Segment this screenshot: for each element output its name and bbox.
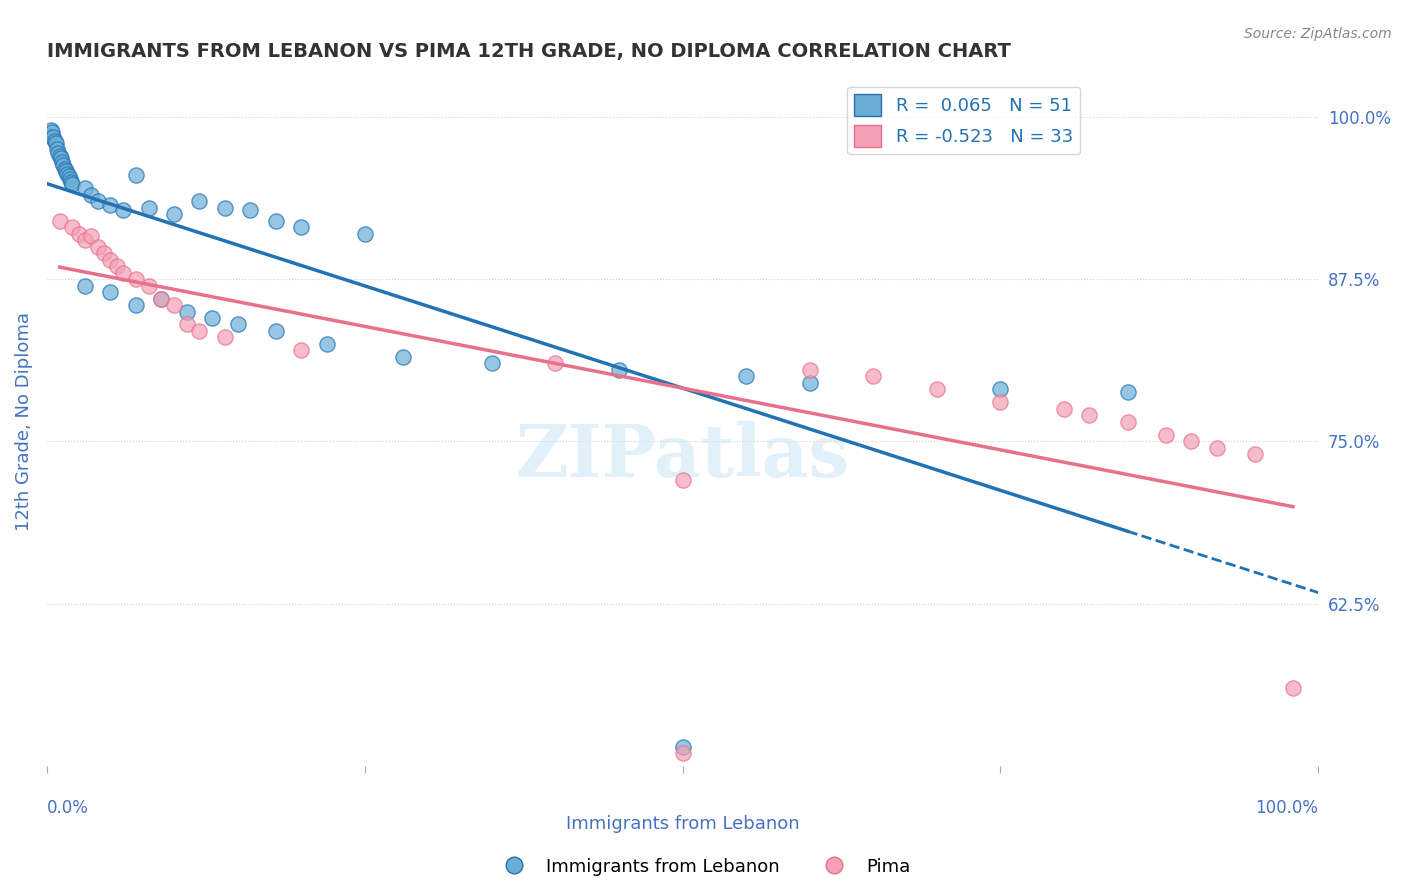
Point (214, 201, 236, 215)
Point (1078, 409, 1101, 423)
Point (925, 383, 948, 397)
Point (73, 233, 96, 247)
Point (1180, 434, 1202, 449)
Point (544, 356, 567, 370)
Point (1116, 385, 1139, 400)
Point (38, 129, 60, 144)
Point (163, 298, 186, 312)
Point (60, 175, 83, 189)
Point (58, 169, 80, 184)
Point (44, 134, 66, 148)
Point (60, 220, 83, 235)
Point (264, 213, 287, 227)
Legend: R =  0.065   N = 51, R = -0.523   N = 33: R = 0.065 N = 51, R = -0.523 N = 33 (848, 87, 1080, 154)
Point (353, 227, 375, 241)
Point (1205, 441, 1227, 455)
Point (735, 369, 758, 384)
Point (176, 318, 198, 332)
Point (53, 161, 76, 176)
Point (60, 177, 83, 191)
Point (315, 337, 337, 351)
Text: Immigrants from Lebanon: Immigrants from Lebanon (565, 814, 800, 832)
Text: IMMIGRANTS FROM LEBANON VS PIMA 12TH GRADE, NO DIPLOMA CORRELATION CHART: IMMIGRANTS FROM LEBANON VS PIMA 12TH GRA… (46, 42, 1011, 61)
Point (226, 318, 249, 332)
Legend: Immigrants from Lebanon, Pima: Immigrants from Lebanon, Pima (488, 851, 918, 883)
Point (990, 395, 1012, 409)
Point (100, 285, 122, 299)
Point (1282, 681, 1305, 696)
Text: Source: ZipAtlas.com: Source: ZipAtlas.com (1244, 27, 1392, 41)
Point (671, 474, 693, 488)
Point (290, 220, 312, 235)
Point (264, 324, 287, 338)
Point (214, 330, 236, 344)
Point (49, 151, 72, 165)
Point (799, 363, 821, 377)
Text: 100.0%: 100.0% (1256, 799, 1319, 817)
Point (41, 125, 63, 139)
Point (48, 213, 70, 227)
Point (52, 158, 75, 172)
Point (188, 194, 211, 208)
Point (93, 246, 115, 260)
Point (87, 194, 110, 208)
Point (48, 148, 70, 162)
Point (188, 324, 211, 338)
Point (671, 739, 693, 754)
Point (80, 187, 103, 202)
Point (1154, 428, 1177, 442)
Point (799, 376, 821, 390)
Point (125, 272, 148, 286)
Point (125, 168, 148, 182)
Point (239, 203, 262, 218)
Point (150, 292, 173, 306)
Point (607, 363, 630, 377)
Point (59, 172, 82, 186)
Point (290, 343, 312, 358)
Point (73, 181, 96, 195)
Point (112, 266, 135, 280)
Y-axis label: 12th Grade, No Diploma: 12th Grade, No Diploma (15, 312, 32, 532)
Text: 0.0%: 0.0% (46, 799, 89, 817)
Point (125, 298, 148, 312)
Point (990, 383, 1012, 397)
Point (392, 350, 415, 364)
Point (112, 203, 135, 218)
Point (87, 239, 110, 253)
Point (862, 369, 884, 384)
Point (39, 122, 62, 136)
Point (138, 278, 160, 293)
Point (55, 164, 77, 178)
Point (150, 292, 173, 306)
Point (73, 278, 96, 293)
Point (105, 259, 128, 273)
Point (1053, 401, 1076, 416)
Point (138, 201, 160, 215)
Point (46, 142, 69, 156)
Point (163, 207, 186, 221)
Point (100, 198, 122, 212)
Point (42, 130, 65, 145)
Point (481, 356, 503, 370)
Point (56, 167, 79, 181)
Point (1116, 415, 1139, 429)
Point (51, 155, 73, 169)
Point (671, 747, 693, 761)
Text: ZIPatlas: ZIPatlas (516, 421, 849, 491)
Point (100, 252, 122, 267)
Point (1243, 447, 1265, 461)
Point (80, 229, 103, 244)
Point (46, 145, 69, 160)
Point (67, 227, 90, 241)
Point (45, 136, 67, 150)
Point (201, 311, 224, 326)
Point (176, 304, 198, 318)
